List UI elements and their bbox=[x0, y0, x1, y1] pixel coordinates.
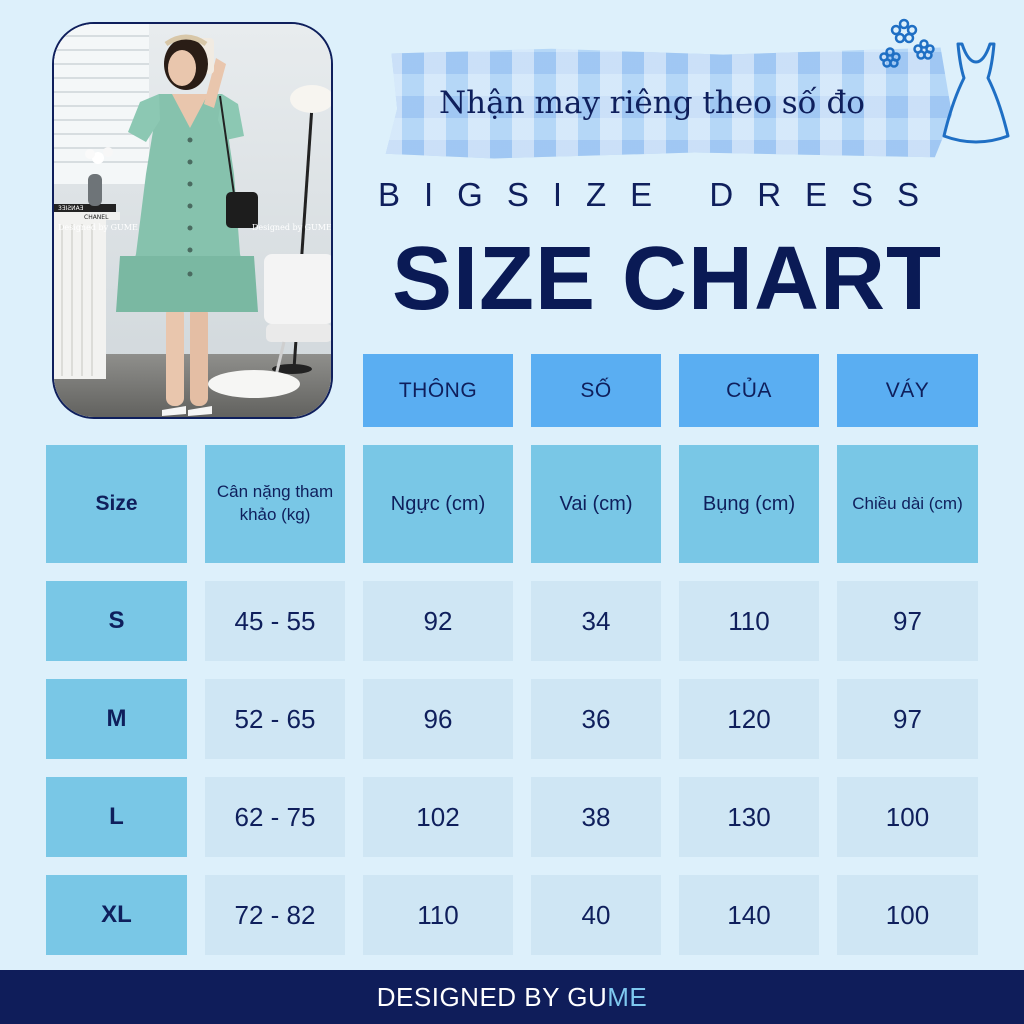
waist-cell: 120 bbox=[679, 679, 819, 759]
column-header: Vai (cm) bbox=[531, 445, 661, 563]
shoulder-cell: 36 bbox=[531, 679, 661, 759]
weight-cell: 45 - 55 bbox=[205, 581, 345, 661]
chest-cell: 110 bbox=[363, 875, 513, 955]
dress-icon bbox=[879, 18, 1010, 144]
product-photo: 3ƎIƧИAƎ CHANEL bbox=[52, 22, 333, 419]
size-cell: XL bbox=[46, 875, 187, 955]
column-header: Cân nặng tham khảo (kg) bbox=[205, 445, 345, 563]
shoulder-cell: 38 bbox=[531, 777, 661, 857]
column-header: Size bbox=[46, 445, 187, 563]
subtitle: BIGSIZE DRESS bbox=[378, 176, 944, 213]
column-header: Bụng (cm) bbox=[679, 445, 819, 563]
size-cell: S bbox=[46, 581, 187, 661]
waist-cell: 110 bbox=[679, 581, 819, 661]
length-cell: 100 bbox=[837, 777, 978, 857]
banner-text: Nhận may riêng theo số đo bbox=[439, 85, 865, 121]
footer-text: DESIGNED BY GU bbox=[376, 981, 608, 1012]
length-cell: 100 bbox=[837, 875, 978, 955]
weight-cell: 52 - 65 bbox=[205, 679, 345, 759]
gingham-banner bbox=[385, 47, 952, 159]
chest-cell: 96 bbox=[363, 679, 513, 759]
column-header: Chiều dài (cm) bbox=[837, 445, 978, 563]
flower-icon bbox=[890, 18, 918, 44]
weight-cell: 62 - 75 bbox=[205, 777, 345, 857]
footer-accent-text: ME bbox=[607, 981, 648, 1012]
length-cell: 97 bbox=[837, 581, 978, 661]
flower-icon bbox=[879, 47, 901, 68]
footer: DESIGNED BY GU ME bbox=[0, 970, 1024, 1024]
chest-cell: 92 bbox=[363, 581, 513, 661]
column-header: Ngực (cm) bbox=[363, 445, 513, 563]
photo-watermark: Designed by GUME bbox=[252, 223, 332, 232]
flower-icon bbox=[913, 39, 935, 60]
top-header-cell: THÔNG bbox=[363, 354, 513, 427]
book-logo-text: CHANEL bbox=[84, 214, 109, 221]
size-cell: L bbox=[46, 777, 187, 857]
svg-text:3ƎIƧИAƎ: 3ƎIƧИAƎ bbox=[58, 205, 84, 212]
top-header-cell: SỐ bbox=[531, 354, 661, 427]
waist-cell: 140 bbox=[679, 875, 819, 955]
shoulder-cell: 34 bbox=[531, 581, 661, 661]
length-cell: 97 bbox=[837, 679, 978, 759]
shoulder-cell: 40 bbox=[531, 875, 661, 955]
chest-cell: 102 bbox=[363, 777, 513, 857]
waist-cell: 130 bbox=[679, 777, 819, 857]
photo-watermark: Designed by GUME bbox=[58, 223, 138, 232]
top-header-cell: VÁY bbox=[837, 354, 978, 427]
page-title: SIZE CHART bbox=[392, 229, 942, 329]
weight-cell: 72 - 82 bbox=[205, 875, 345, 955]
top-header-cell: CỦA bbox=[679, 354, 819, 427]
size-cell: M bbox=[46, 679, 187, 759]
